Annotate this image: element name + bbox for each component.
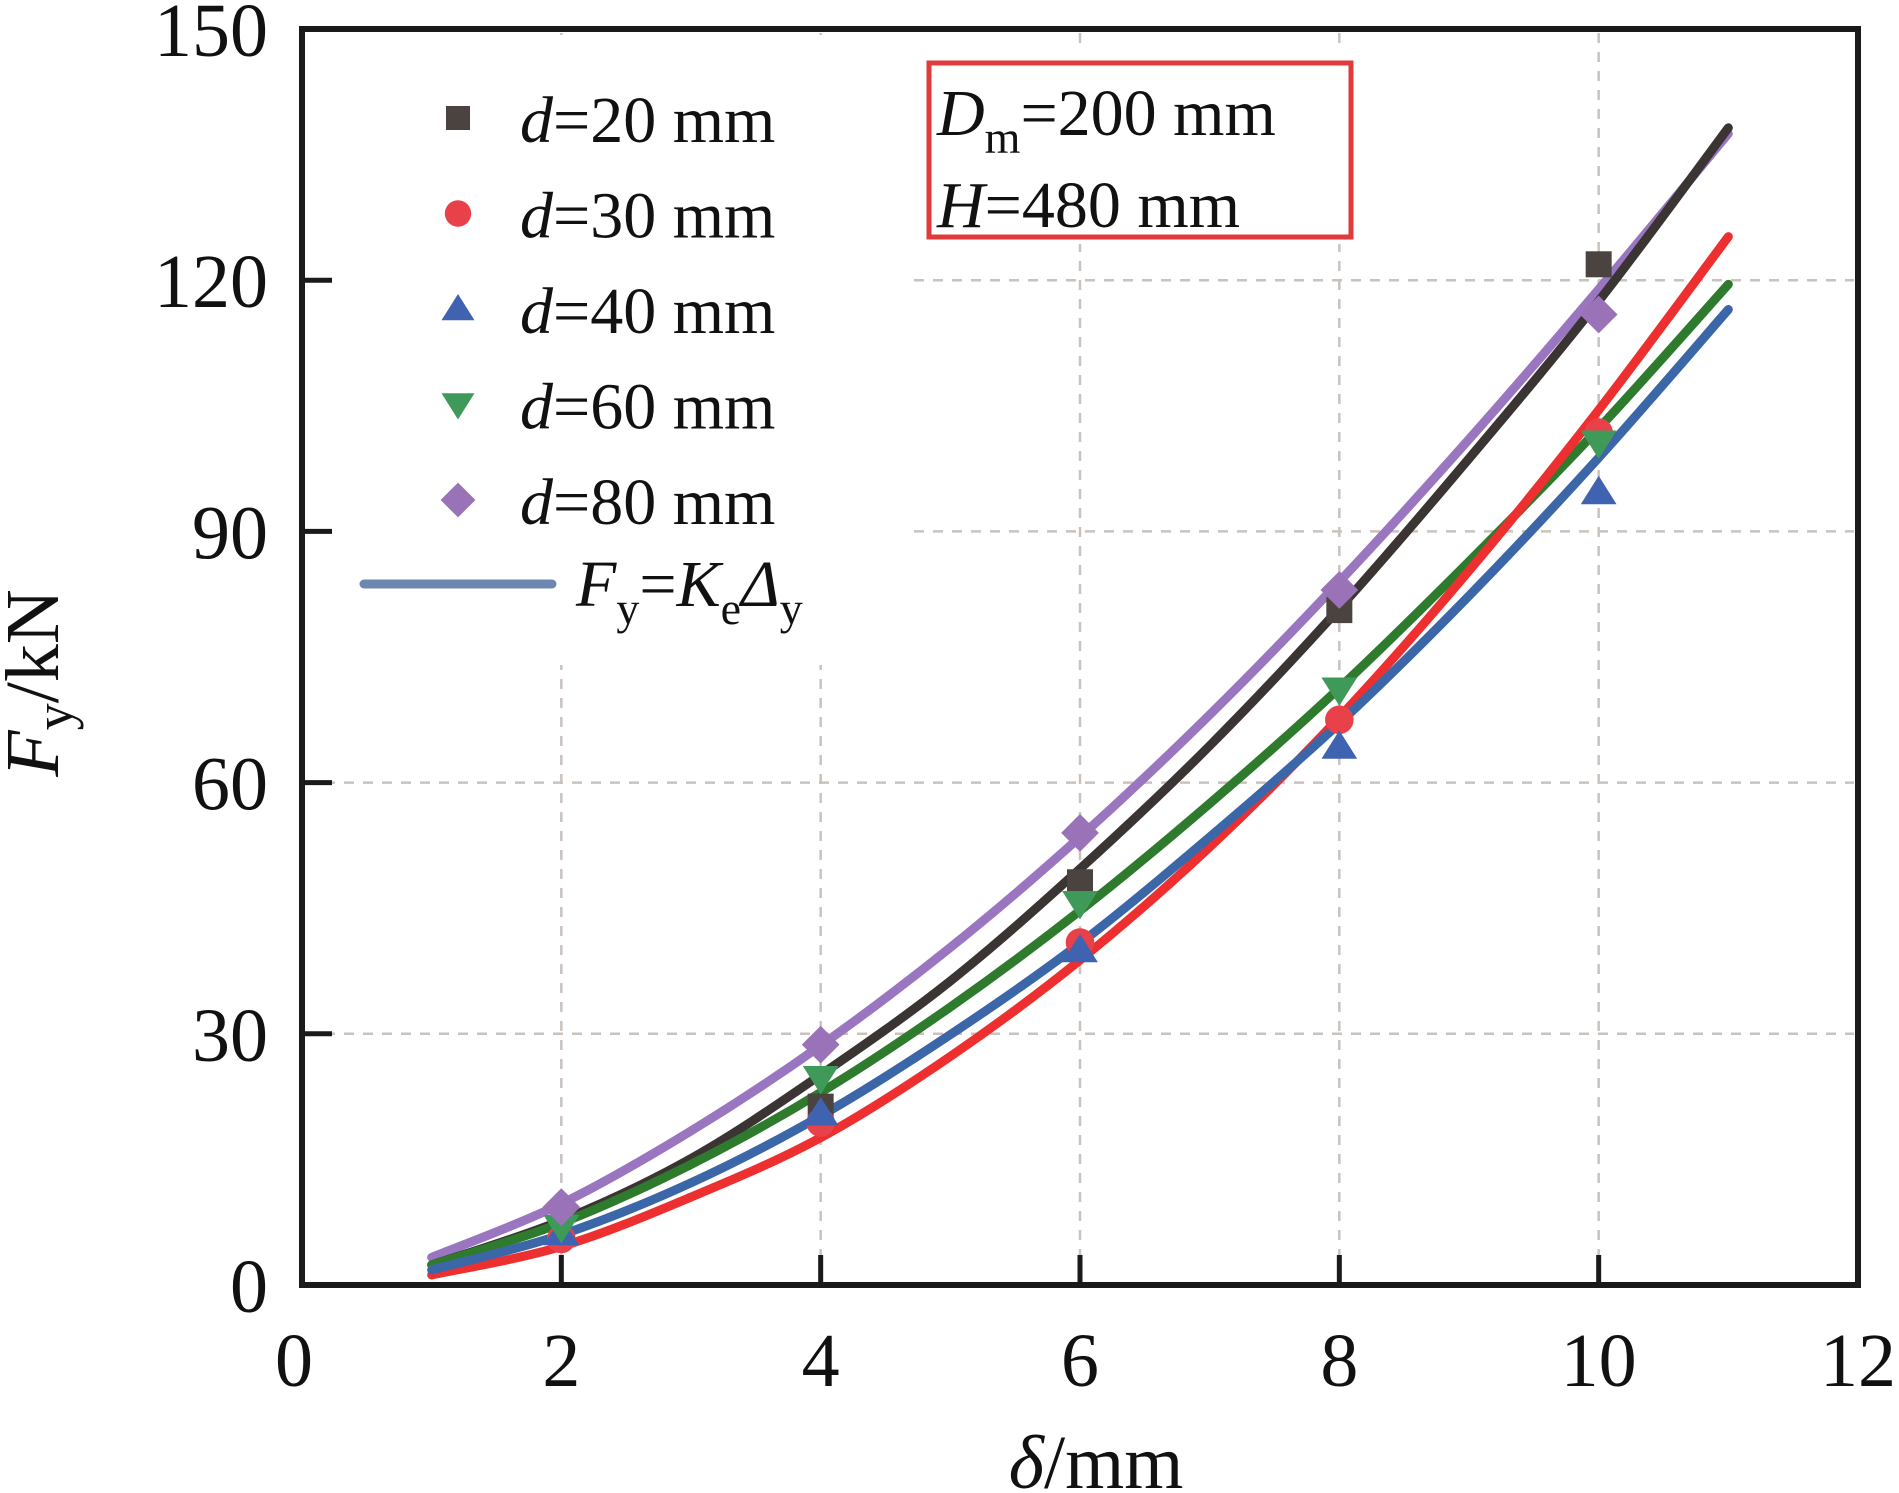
legend-fit-Delta: Δ xyxy=(738,548,780,621)
fit-curves xyxy=(427,123,1733,1280)
x-axis-title: δ/mm xyxy=(1009,1421,1184,1493)
annotation-Dm-value: =200 mm xyxy=(1020,77,1275,150)
series-d-60-mm xyxy=(543,430,1617,1244)
data-markers xyxy=(542,251,1618,1254)
y-tick-label: 60 xyxy=(192,743,268,827)
x-tick-label: 0 xyxy=(275,1319,313,1403)
legend-label: d=30 mm xyxy=(520,180,775,253)
annotation-H-var: H xyxy=(936,169,988,242)
data-point xyxy=(1579,295,1618,334)
legend-label-value: =40 mm xyxy=(553,275,775,348)
legend-fit-F: F xyxy=(575,548,617,621)
annotation-Dm-sub: m xyxy=(985,112,1021,163)
x-axis-symbol: δ xyxy=(1009,1421,1046,1493)
legend-fit-K-sub: e xyxy=(721,583,741,634)
fit-curve-d-80-mm xyxy=(427,129,1733,1262)
data-point xyxy=(1061,813,1099,852)
data-point xyxy=(1585,251,1612,278)
legend-fit-K: K xyxy=(676,548,724,621)
legend-label-value: =60 mm xyxy=(553,371,775,444)
series-d-20-mm xyxy=(807,251,1612,1120)
parameter-annotation: Dm=200 mm H=480 mm xyxy=(926,60,1354,242)
annotation-box xyxy=(926,60,1354,240)
annotation-H-value: =480 mm xyxy=(985,169,1240,242)
legend-background xyxy=(308,35,912,665)
legend-label: d=60 mm xyxy=(520,371,775,444)
legend-item: d=80 mm xyxy=(440,466,775,539)
legend-label: d=40 mm xyxy=(520,275,775,348)
y-tick-label: 30 xyxy=(192,994,268,1078)
legend-label-var: d xyxy=(520,466,554,539)
fit-curve-d-20-mm xyxy=(427,123,1733,1270)
x-tick-label: 2 xyxy=(542,1319,580,1403)
legend-label-value: =20 mm xyxy=(553,84,775,157)
legend-label-value: =30 mm xyxy=(553,180,775,253)
data-point xyxy=(1321,730,1358,759)
legend-fit-label: Fy=KeΔy xyxy=(575,548,803,634)
data-point xyxy=(542,1188,581,1226)
x-tick-label: 6 xyxy=(1061,1319,1099,1403)
x-tick-label: 10 xyxy=(1561,1319,1637,1403)
fit-curve-d-30-mm xyxy=(427,232,1733,1280)
y-axis-unit: /kN xyxy=(0,589,75,703)
x-tick-label: 8 xyxy=(1320,1319,1358,1403)
legend-label-value: =80 mm xyxy=(553,466,775,539)
legend-label: d=20 mm xyxy=(520,84,775,157)
y-tick-label: 150 xyxy=(154,0,268,73)
data-point xyxy=(1325,705,1354,735)
data-point xyxy=(1067,869,1093,896)
legend-label-var: d xyxy=(520,275,554,348)
y-axis-subscript: y xyxy=(24,703,84,730)
legend-fit-Delta-sub: y xyxy=(780,583,803,634)
legend-label-var: d xyxy=(520,180,554,253)
data-point xyxy=(1321,677,1358,706)
y-axis-title: Fy/kN xyxy=(0,589,84,777)
legend-item: d=60 mm xyxy=(441,371,775,444)
fit-curve-d-40-mm xyxy=(427,305,1733,1275)
data-point xyxy=(802,1097,839,1126)
y-tick-label: 0 xyxy=(230,1245,268,1329)
series-d-80-mm xyxy=(542,295,1618,1226)
legend-marker-circle xyxy=(444,200,472,227)
x-axis-unit: /mm xyxy=(1044,1421,1183,1493)
data-point xyxy=(1062,890,1098,920)
legend-item: d=40 mm xyxy=(441,275,775,348)
legend-item: d=20 mm xyxy=(446,84,775,157)
legend-marker-triangle-down xyxy=(441,393,475,420)
axis-ticks xyxy=(302,277,1602,1285)
y-tick-label: 120 xyxy=(154,240,268,324)
data-point xyxy=(802,1065,839,1095)
data-point xyxy=(1580,475,1617,505)
x-tick-label: 12 xyxy=(1820,1319,1896,1403)
legend-label-var: d xyxy=(520,371,554,444)
legend: d=20 mmd=30 mmd=40 mmd=60 mmd=80 mm Fy=K… xyxy=(359,84,803,634)
x-tick-labels: 0 2 4 6 8 10 12 xyxy=(275,1319,1896,1403)
annotation-line-2: H=480 mm xyxy=(936,169,1240,242)
data-point xyxy=(801,1025,840,1064)
annotation-line-1: Dm=200 mm xyxy=(936,77,1276,163)
legend-marker-diamond xyxy=(440,482,476,518)
y-axis-symbol: F xyxy=(0,729,75,778)
data-point xyxy=(543,1215,580,1244)
legend-fit-F-sub: y xyxy=(616,583,639,634)
annotation-Dm-var: D xyxy=(936,77,985,150)
data-point xyxy=(1320,571,1359,609)
series-d-40-mm xyxy=(543,475,1617,1246)
y-tick-labels: 0 30 60 90 120 150 xyxy=(154,0,268,1329)
data-point xyxy=(1062,933,1098,963)
x-tick-label: 4 xyxy=(802,1319,840,1403)
legend-marker-square xyxy=(446,106,470,130)
legend-label-var: d xyxy=(520,84,554,157)
data-point xyxy=(1580,430,1617,459)
y-tick-label: 90 xyxy=(192,491,268,575)
legend-item: d=30 mm xyxy=(444,180,775,253)
legend-marker-triangle-up xyxy=(441,294,475,321)
legend-fit-eq: = xyxy=(639,548,676,621)
legend-label: d=80 mm xyxy=(520,466,775,539)
